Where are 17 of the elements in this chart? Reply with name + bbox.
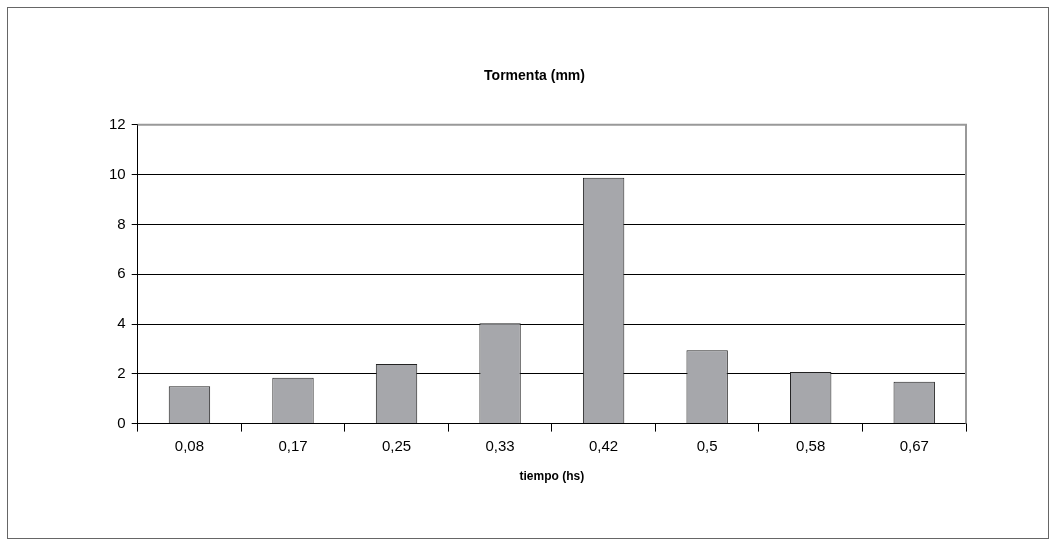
y-tick-label: 0 [117,413,126,431]
y-tick-label: 6 [117,264,126,282]
chart-title: Tormenta (mm) [484,67,585,84]
x-tick-label: 0,25 [381,436,412,454]
y-tick-label: 4 [117,314,126,332]
x-tick-label: 0,33 [485,436,515,454]
y-tick-label: 8 [117,214,126,232]
x-tick-label: 0,17 [278,436,308,454]
x-tick-label: 0,08 [174,436,205,454]
y-tick-label: 12 [109,114,126,132]
x-tick-label: 0,58 [796,436,826,454]
y-tick-label: 10 [109,164,126,182]
x-tick-label: 0,42 [589,436,619,454]
x-axis-title: tiempo (hs) [519,469,585,484]
y-tick-label: 2 [117,363,126,381]
x-tick-label: 0,5 [696,436,718,454]
x-tick-label: 0,67 [899,436,929,454]
